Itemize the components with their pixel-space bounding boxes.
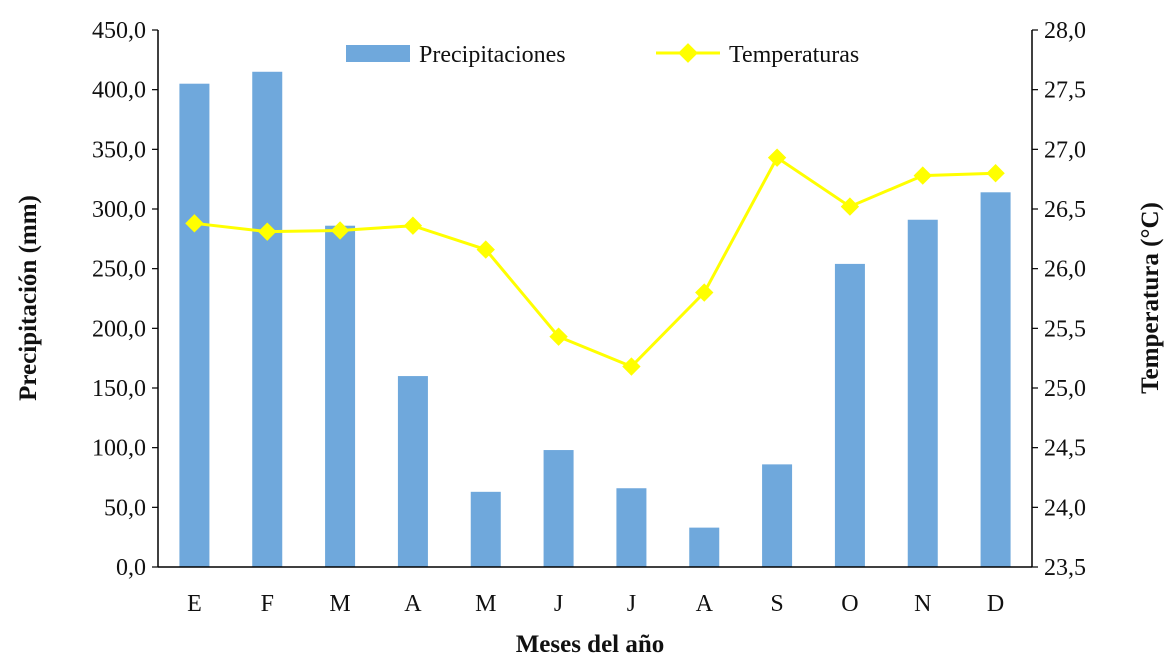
temperature-marker-10 [913,166,932,185]
legend-label-temperaturas: Temperaturas [729,42,859,68]
precipitation-bars [179,71,1011,568]
x-tick-label-5: J [554,591,563,617]
x-tick-label-10: N [914,591,931,617]
y-tick-label-0: 0,0 [116,555,146,581]
x-tick-label-6: J [627,591,636,617]
x-tick-label-3: A [404,591,422,617]
x-tick-label-9: O [841,591,858,617]
y2-tick-label-0: 23,5 [1044,555,1086,581]
x-tick-label-4: M [475,591,496,617]
precip-bar-8 [762,464,793,567]
y2-axis-title: Temperatura (°C) [1137,202,1164,394]
legend: Precipitaciones Temperaturas [346,42,859,68]
x-tick-label-11: D [987,591,1004,617]
temperature-marker-7 [695,283,714,302]
y2-tick-label-9: 28,0 [1044,18,1086,44]
y-tick-label-1: 50,0 [104,495,146,521]
precip-bar-3 [397,376,428,567]
y-tick-label-6: 300,0 [92,197,146,223]
tick-labels: 0,0 50,0 100,0 150,0 200,0 250,0 300,0 350,0 400… [92,18,1086,617]
y-tick-label-9: 450,0 [92,18,146,44]
y2-tick-label-7: 27,0 [1044,137,1086,163]
x-tick-label-0: E [187,591,202,617]
y-tick-label-2: 100,0 [92,436,146,462]
precip-bar-2 [325,225,356,567]
temperature-marker-0 [185,214,204,233]
precip-bar-10 [907,219,938,568]
temperature-marker-6 [622,357,641,376]
y2-tick-label-3: 25,0 [1044,376,1086,402]
temperature-marker-9 [840,197,860,216]
temperature-marker-4 [476,240,495,259]
x-tick-label-1: F [261,591,274,617]
temperature-marker-3 [403,216,423,235]
precip-bar-1 [252,71,283,568]
y2-tick-label-4: 25,5 [1044,316,1086,342]
precip-bar-5 [543,450,574,567]
precip-bar-4 [470,491,501,567]
precip-bar-7 [689,527,720,567]
legend-label-precipitaciones: Precipitaciones [419,42,566,68]
x-tick-label-7: A [696,591,714,617]
x-tick-label-2: M [329,591,350,617]
chart-axes [152,29,1038,568]
y-tick-label-4: 200,0 [92,316,146,342]
y-tick-label-8: 400,0 [92,78,146,104]
precip-bar-11 [980,192,1011,567]
temperature-marker-11 [986,164,1005,183]
y-tick-label-7: 350,0 [92,137,146,163]
y2-tick-label-6: 26,5 [1044,197,1086,223]
x-tick-label-8: S [770,591,783,617]
temperature-line [194,155,996,369]
y2-tick-label-2: 24,5 [1044,436,1086,462]
y-tick-label-5: 250,0 [92,257,146,283]
precip-bar-6 [616,488,647,567]
y-axis-title: Precipitación (mm) [15,195,42,401]
temperature-marker-8 [767,148,787,167]
temperature-marker-5 [549,327,568,346]
y2-tick-label-1: 24,0 [1044,495,1086,521]
temperature-marker-2 [330,221,350,240]
y2-tick-label-8: 27,5 [1044,78,1086,104]
temperature-marker-1 [258,222,277,241]
precip-bar-0 [179,83,210,567]
temperature-line-group [185,148,1005,376]
precip-bar-9 [834,263,865,567]
x-axis-title: Meses del año [516,631,665,658]
y-tick-label-3: 150,0 [92,376,146,402]
y2-tick-label-5: 26,0 [1044,257,1086,283]
legend-swatch-temperaturas-marker [678,43,698,63]
legend-swatch-precipitaciones [346,45,410,62]
